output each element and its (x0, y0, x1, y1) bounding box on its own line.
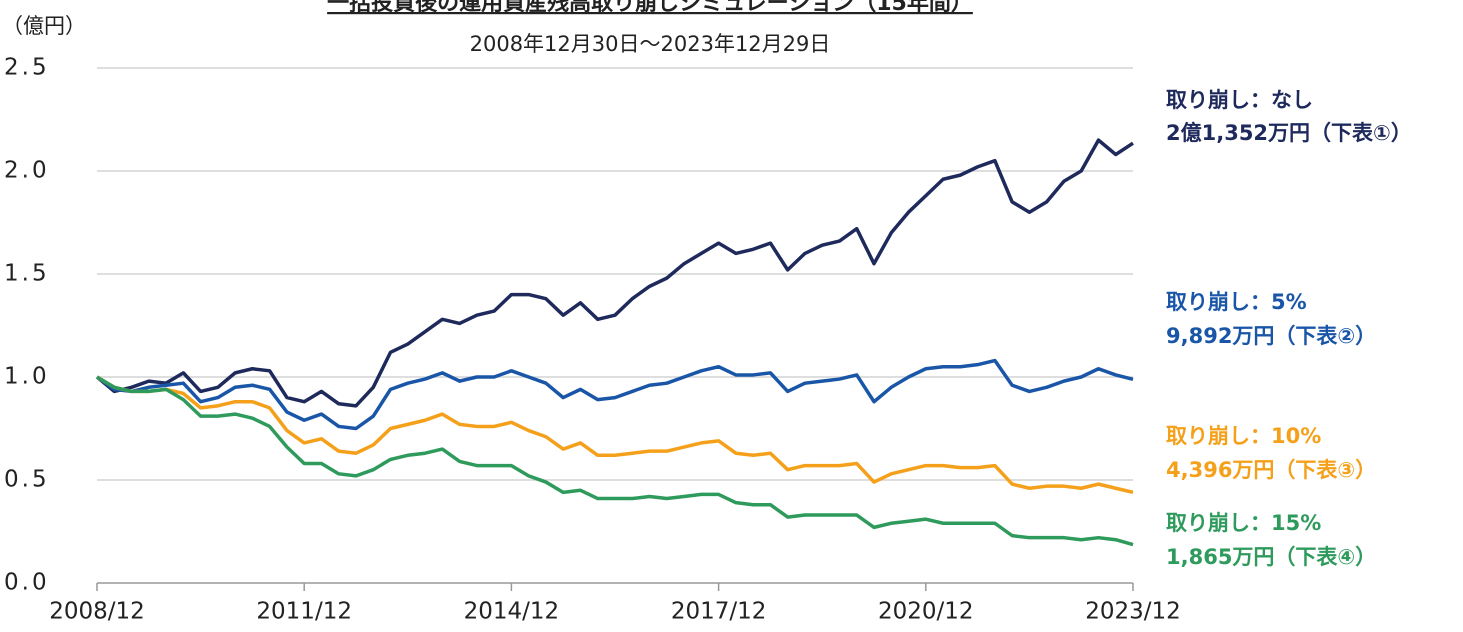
series-line (96, 375, 1134, 547)
series-annotation: 9,892万円（下表②） (1166, 324, 1376, 348)
x-tick-label: 2014/12 (464, 599, 560, 625)
series-annotation: 取り崩し：10% (1166, 424, 1321, 448)
x-tick-label: 2023/12 (1085, 599, 1181, 625)
y-tick-label: 2.0 (4, 158, 50, 184)
series-line (96, 375, 1134, 495)
series-annotation: 取り崩し：なし (1166, 88, 1313, 112)
y-tick-label: 0.0 (4, 570, 50, 596)
chart-subtitle: 2008年12月30日～2023年12月29日 (470, 32, 831, 56)
series-annotation: 4,396万円（下表③） (1166, 458, 1376, 482)
series-annotation: 1,865万円（下表④） (1166, 545, 1376, 569)
y-tick-label: 1.0 (4, 364, 50, 390)
series-line (95, 358, 1134, 431)
series-annotation: 取り崩し：15% (1166, 511, 1321, 535)
y-axis-unit: （億円） (2, 14, 86, 38)
series-annotation: 取り崩し：5% (1166, 290, 1307, 314)
x-tick-label: 2011/12 (256, 599, 352, 625)
x-tick-label: 2008/12 (49, 599, 145, 625)
y-tick-label: 1.5 (4, 261, 50, 287)
y-tick-label: 2.5 (4, 55, 50, 81)
x-tick-label: 2020/12 (878, 599, 974, 625)
chart-title: 一括投資後の運用資産残高取り崩しシミュレーション（15年間） (327, 0, 973, 16)
series-line (95, 138, 1134, 408)
series-annotation: 2億1,352万円（下表①） (1166, 121, 1412, 145)
x-tick-label: 2017/12 (671, 599, 767, 625)
y-tick-label: 0.5 (4, 467, 50, 493)
